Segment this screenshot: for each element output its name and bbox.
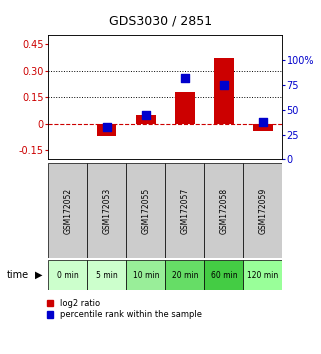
Point <box>221 82 226 88</box>
Text: 60 min: 60 min <box>211 271 237 280</box>
Bar <box>87 260 126 290</box>
Text: 10 min: 10 min <box>133 271 159 280</box>
Bar <box>243 260 282 290</box>
Point <box>260 119 265 125</box>
Bar <box>175 92 195 124</box>
Bar <box>253 124 273 131</box>
Text: GSM172055: GSM172055 <box>141 188 150 234</box>
Bar <box>165 163 204 258</box>
Point <box>143 112 148 118</box>
Text: 5 min: 5 min <box>96 271 117 280</box>
Bar <box>126 260 165 290</box>
Legend: log2 ratio, percentile rank within the sample: log2 ratio, percentile rank within the s… <box>46 298 203 320</box>
Bar <box>87 163 126 258</box>
Text: GDS3030 / 2851: GDS3030 / 2851 <box>109 14 212 27</box>
Bar <box>136 115 156 124</box>
Text: GSM172052: GSM172052 <box>63 188 72 234</box>
Text: GSM172057: GSM172057 <box>180 188 189 234</box>
Text: 120 min: 120 min <box>247 271 279 280</box>
Text: time: time <box>6 270 29 280</box>
Text: GSM172059: GSM172059 <box>258 188 267 234</box>
Bar <box>214 58 234 124</box>
Bar <box>126 163 165 258</box>
Bar <box>97 124 117 136</box>
Bar <box>243 163 282 258</box>
Bar <box>204 163 243 258</box>
Text: 20 min: 20 min <box>172 271 198 280</box>
Bar <box>204 260 243 290</box>
Bar <box>165 260 204 290</box>
Text: ▶: ▶ <box>35 270 43 280</box>
Point <box>104 124 109 130</box>
Bar <box>48 163 87 258</box>
Text: GSM172053: GSM172053 <box>102 188 111 234</box>
Text: GSM172058: GSM172058 <box>219 188 229 234</box>
Bar <box>48 260 87 290</box>
Point <box>182 75 187 81</box>
Text: 0 min: 0 min <box>57 271 79 280</box>
